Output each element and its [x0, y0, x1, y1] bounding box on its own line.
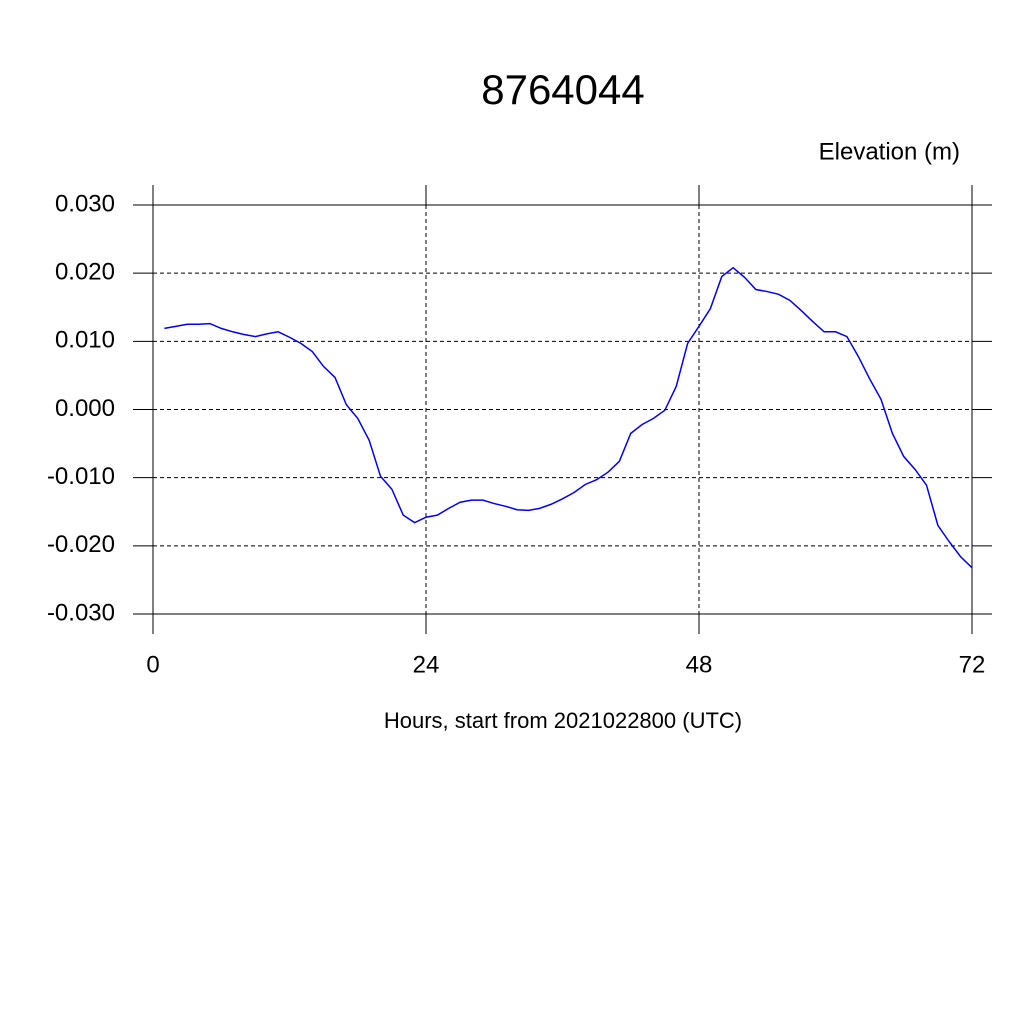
y-tick-label: 0.020 — [55, 259, 115, 286]
y-tick-label: 0.010 — [55, 327, 115, 354]
x-tick-label: 48 — [686, 651, 713, 678]
x-tick-label: 72 — [959, 651, 986, 678]
x-tick-label: 24 — [413, 651, 440, 678]
y-tick-label: -0.030 — [47, 599, 115, 626]
chart-subtitle: Elevation (m) — [819, 138, 960, 165]
data-line — [164, 266, 973, 569]
y-tick-label: -0.020 — [47, 531, 115, 558]
y-tick-label: -0.010 — [47, 463, 115, 490]
x-axis-label: Hours, start from 2021022800 (UTC) — [384, 708, 742, 733]
x-tick-label: 0 — [146, 651, 159, 678]
chart-title: 8764044 — [481, 66, 645, 113]
plot-frame — [152, 204, 973, 615]
y-tick-label: 0.030 — [55, 190, 115, 217]
y-tick-label: 0.000 — [55, 395, 115, 422]
